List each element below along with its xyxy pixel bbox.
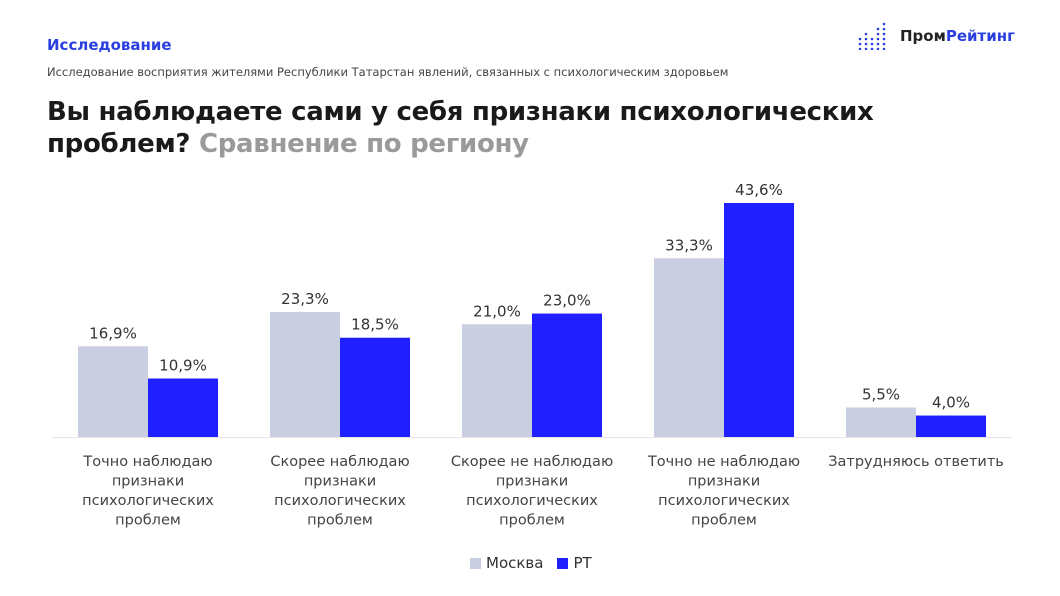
- bar: [78, 346, 148, 437]
- legend: Москва РТ: [470, 554, 592, 572]
- category-label: Точно наблюдаю: [82, 454, 212, 470]
- bar: [270, 311, 340, 437]
- logo-part2: Рейтинг: [945, 27, 1015, 45]
- category-label: Скорее наблюдаю: [270, 454, 409, 470]
- data-label: 21,0%: [473, 302, 521, 320]
- bar: [724, 203, 794, 437]
- category-label: признаки: [112, 474, 184, 490]
- bar: [532, 313, 602, 437]
- study-subtitle: Исследование восприятия жителями Республ…: [47, 65, 729, 79]
- logo-part1: Пром: [900, 27, 946, 45]
- category-label: психологических: [658, 493, 790, 509]
- page-title: Вы наблюдаете сами у себя признаки психо…: [47, 96, 947, 160]
- bar: [846, 407, 916, 437]
- data-label: 23,3%: [281, 290, 329, 308]
- category-label: проблем: [307, 513, 373, 529]
- category-label: признаки: [496, 474, 568, 490]
- category-label: признаки: [304, 474, 376, 490]
- legend-item-rt: РТ: [557, 554, 592, 572]
- category-label: проблем: [691, 513, 757, 529]
- category-label: проблем: [115, 513, 181, 529]
- category-label: Точно не наблюдаю: [647, 454, 800, 470]
- category-label: Затрудняюсь ответить: [828, 454, 1004, 470]
- title-accent: Сравнение по региону: [198, 129, 529, 159]
- bar: [654, 258, 724, 437]
- bar: [916, 415, 986, 437]
- data-label: 23,0%: [543, 292, 591, 310]
- legend-item-moscow: Москва: [470, 554, 543, 572]
- category-label: психологических: [466, 493, 598, 509]
- data-label: 33,3%: [665, 236, 713, 254]
- bar: [462, 324, 532, 437]
- data-label: 16,9%: [89, 324, 137, 342]
- legend-swatch-rt: [557, 557, 569, 569]
- data-label: 43,6%: [735, 181, 783, 199]
- legend-label: Москва: [486, 554, 544, 572]
- title-main: Вы наблюдаете сами у себя признаки психо…: [47, 97, 874, 159]
- logo: ПромРейтинг: [858, 22, 1015, 50]
- legend-swatch-moscow: [470, 557, 481, 569]
- data-label: 5,5%: [862, 385, 900, 403]
- section-label: Исследование: [47, 36, 172, 54]
- bar: [148, 378, 218, 437]
- data-label: 4,0%: [932, 394, 970, 412]
- data-label: 10,9%: [159, 357, 207, 375]
- category-label: проблем: [499, 513, 565, 529]
- category-label: Скорее не наблюдаю: [451, 454, 613, 470]
- category-label: психологических: [82, 493, 214, 509]
- logo-text: ПромРейтинг: [900, 27, 1015, 45]
- legend-label: РТ: [573, 554, 592, 572]
- bar: [340, 337, 410, 437]
- category-label: признаки: [688, 474, 760, 490]
- data-label: 18,5%: [351, 316, 399, 334]
- dot-bars-icon: [858, 22, 886, 50]
- category-label: психологических: [274, 493, 406, 509]
